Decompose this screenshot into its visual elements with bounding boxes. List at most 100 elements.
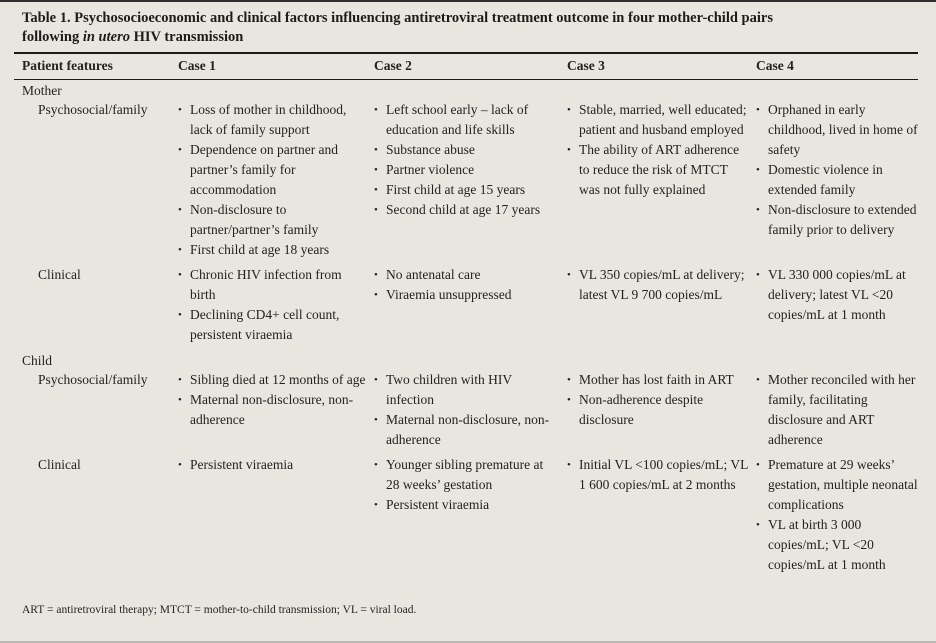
bullet-text: Loss of mother in childhood, lack of fam… (190, 102, 347, 137)
bullet-text: Left school early – lack of education an… (386, 102, 529, 137)
bullet-text: The ability of ART adherence to reduce t… (579, 142, 740, 197)
bullet-icon: • (374, 144, 378, 156)
bullet-icon: • (756, 104, 760, 116)
table-title-line2-italic: in utero (82, 29, 130, 45)
section-header-label: Child (22, 353, 53, 368)
bullet-icon: • (567, 104, 571, 116)
section-header-label: Mother (22, 83, 62, 98)
bullet-item: • VL 330 000 copies/mL at delivery; late… (754, 265, 918, 325)
case-cell: • No antenatal care • Viraemia unsuppres… (372, 265, 559, 345)
table-header-row: Patient features Case 1 Case 2 Case 3 Ca… (14, 52, 918, 80)
bullet-item: • Non-disclosure to partner/partner’s fa… (176, 200, 366, 240)
bullet-item: • VL 350 copies/mL at delivery; latest V… (565, 265, 748, 305)
bullet-text: Chronic HIV infection from birth (190, 267, 342, 302)
bullet-text: Stable, married, well educated; patient … (579, 102, 747, 137)
bullet-item: • Maternal non-disclosure, non-adherence (176, 390, 366, 430)
bullet-text: Maternal non-disclosure, non-adherence (386, 412, 550, 447)
row-label: Psychosocial/family (38, 102, 148, 117)
bullet-item: • Premature at 29 weeks’ gestation, mult… (754, 455, 918, 515)
bullet-text: VL at birth 3 000 copies/mL; VL <20 copi… (768, 517, 886, 572)
bullet-item: • Viraemia unsuppressed (372, 285, 559, 305)
bullet-icon: • (178, 309, 182, 321)
table-title-line2-suffix: HIV transmission (129, 29, 244, 45)
bullet-text: Partner violence (386, 162, 475, 177)
bullet-text: Sibling died at 12 months of age (190, 372, 366, 387)
column-header-case-1: Case 1 (178, 58, 216, 73)
table-row: Clinical • Persistent viraemia • Younger… (14, 455, 918, 575)
bullet-text: Dependence on partner and partner’s fami… (190, 142, 339, 197)
bullet-icon: • (756, 269, 760, 281)
bullet-text: Viraemia unsuppressed (386, 287, 512, 302)
bullet-icon: • (567, 374, 571, 386)
table-title: Table 1. Psychosocioeconomic and clinica… (14, 2, 918, 52)
column-header-case-4: Case 4 (756, 58, 794, 73)
case-cell: • Orphaned in early childhood, lived in … (754, 100, 918, 260)
bullet-icon: • (374, 414, 378, 426)
bullet-item: • Non-adherence despite disclosure (565, 390, 748, 430)
bullet-text: Two children with HIV infection (386, 372, 512, 407)
case-cell: • Stable, married, well educated; patien… (565, 100, 748, 260)
bullet-item: • Left school early – lack of education … (372, 100, 559, 140)
bullet-item: • Sibling died at 12 months of age (176, 370, 366, 390)
bullet-icon: • (374, 459, 378, 471)
case-cell: • Initial VL <100 copies/mL; VL 1 600 co… (565, 455, 748, 575)
bullet-item: • The ability of ART adherence to reduce… (565, 140, 748, 200)
bullet-text: Non-disclosure to partner/partner’s fami… (190, 202, 319, 237)
bullet-icon: • (567, 394, 571, 406)
bullet-text: Second child at age 17 years (386, 202, 541, 217)
bullet-item: • VL at birth 3 000 copies/mL; VL <20 co… (754, 515, 918, 575)
bullet-icon: • (374, 289, 378, 301)
bullet-icon: • (178, 104, 182, 116)
bullet-text: Mother has lost faith in ART (579, 372, 734, 387)
bullet-item: • Substance abuse (372, 140, 559, 160)
bullet-item: • Loss of mother in childhood, lack of f… (176, 100, 366, 140)
bullet-item: • Stable, married, well educated; patien… (565, 100, 748, 140)
bullet-text: Domestic violence in extended family (768, 162, 883, 197)
bullet-text: First child at age 18 years (190, 242, 330, 257)
bullet-item: • Initial VL <100 copies/mL; VL 1 600 co… (565, 455, 748, 495)
bullet-text: Younger sibling premature at 28 weeks’ g… (386, 457, 544, 492)
bullet-icon: • (567, 269, 571, 281)
case-cell: • VL 330 000 copies/mL at delivery; late… (754, 265, 918, 345)
row-label: Psychosocial/family (38, 372, 148, 387)
bullet-icon: • (374, 184, 378, 196)
bullet-icon: • (178, 459, 182, 471)
bullet-text: Initial VL <100 copies/mL; VL 1 600 copi… (579, 457, 748, 492)
bullet-text: Non-disclosure to extended family prior … (768, 202, 917, 237)
bullet-item: • Two children with HIV infection (372, 370, 559, 410)
bullet-text: Persistent viraemia (190, 457, 294, 472)
table-row: Psychosocial/family • Sibling died at 12… (14, 370, 918, 450)
bullet-item: • Partner violence (372, 160, 559, 180)
row-label: Clinical (38, 457, 81, 472)
bullet-text: Persistent viraemia (386, 497, 490, 512)
table-title-line2-prefix: following (22, 29, 83, 45)
case-cell: • Mother has lost faith in ART • Non-adh… (565, 370, 748, 450)
bullet-icon: • (374, 374, 378, 386)
table-title-line2: following in utero HIV transmission (22, 28, 914, 47)
section-header-row: Child (14, 350, 918, 370)
bullet-icon: • (374, 204, 378, 216)
bullet-item: • Persistent viraemia (372, 495, 559, 515)
bullet-item: • Chronic HIV infection from birth (176, 265, 366, 305)
table-row: Psychosocial/family • Loss of mother in … (14, 100, 918, 260)
case-cell: • Persistent viraemia (176, 455, 366, 575)
bullet-icon: • (756, 519, 760, 531)
bullet-item: • Mother has lost faith in ART (565, 370, 748, 390)
bullet-text: Declining CD4+ cell count, persistent vi… (190, 307, 340, 342)
bullet-item: • Domestic violence in extended family (754, 160, 918, 200)
bullet-icon: • (567, 459, 571, 471)
bullet-icon: • (374, 104, 378, 116)
case-cell: • Sibling died at 12 months of age • Mat… (176, 370, 366, 450)
case-cell: • Chronic HIV infection from birth • Dec… (176, 265, 366, 345)
bullet-icon: • (756, 204, 760, 216)
section-header-row: Mother (14, 80, 918, 100)
bullet-item: • Second child at age 17 years (372, 200, 559, 220)
bullet-icon: • (178, 269, 182, 281)
bullet-text: First child at age 15 years (386, 182, 526, 197)
bullet-item: • Maternal non-disclosure, non-adherence (372, 410, 559, 450)
bullet-item: • First child at age 18 years (176, 240, 366, 260)
bullet-icon: • (374, 269, 378, 281)
bullet-icon: • (178, 374, 182, 386)
row-label: Clinical (38, 267, 81, 282)
